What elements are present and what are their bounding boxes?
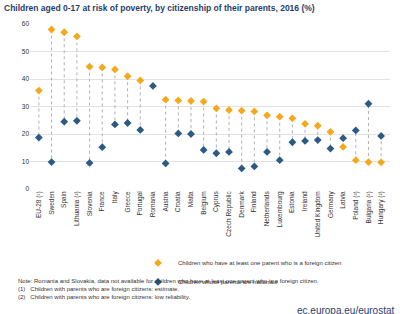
svg-text:Children aged 0-17 at risk of: Children aged 0-17 at risk of poverty, b… <box>4 3 315 13</box>
svg-text:Poland (²): Poland (²) <box>352 191 360 220</box>
svg-text:0: 0 <box>25 185 29 192</box>
svg-text:Czech Republic: Czech Republic <box>225 191 233 237</box>
svg-text:Latvia: Latvia <box>339 191 346 209</box>
svg-text:Cyprus: Cyprus <box>212 191 220 212</box>
svg-text:Portugal: Portugal <box>136 191 144 216</box>
svg-text:United Kingdom: United Kingdom <box>314 191 322 237</box>
svg-text:Denmark: Denmark <box>238 191 245 218</box>
svg-text:EU-28 (¹): EU-28 (¹) <box>35 191 43 218</box>
svg-text:Lithuania (²): Lithuania (²) <box>73 191 81 226</box>
svg-text:Greece: Greece <box>124 191 131 213</box>
svg-text:Slovenia: Slovenia <box>86 191 93 216</box>
svg-text:60: 60 <box>22 20 30 27</box>
svg-text:France: France <box>98 191 105 212</box>
svg-text:Austria: Austria <box>162 191 169 212</box>
svg-text:Germany: Germany <box>327 191 335 218</box>
svg-text:50: 50 <box>22 48 30 55</box>
svg-text:Sweden: Sweden <box>48 191 55 215</box>
svg-text:Netherlands: Netherlands <box>263 191 270 227</box>
svg-text:Finland: Finland <box>250 191 257 213</box>
svg-text:Croatia: Croatia <box>174 191 181 212</box>
svg-text:Malta: Malta <box>187 191 194 207</box>
svg-text:40: 40 <box>22 75 30 82</box>
svg-text:20: 20 <box>22 130 30 137</box>
svg-text:Italy: Italy <box>111 191 119 204</box>
svg-text:Luxembourg: Luxembourg <box>276 191 284 228</box>
svg-text:Ireland: Ireland <box>301 191 308 211</box>
svg-text:Children whose parents are nat: Children whose parents are nationals <box>178 279 277 285</box>
svg-text:30: 30 <box>22 103 30 110</box>
svg-text:Note: Romania and Slovakia, da: Note: Romania and Slovakia, data not ava… <box>18 278 319 300</box>
svg-text:Spain: Spain <box>60 191 68 208</box>
svg-text:Belgium: Belgium <box>200 191 208 214</box>
svg-text:Bulgaria (²): Bulgaria (²) <box>365 191 373 223</box>
svg-text:Romania: Romania <box>149 191 156 217</box>
svg-text:10: 10 <box>22 158 30 165</box>
svg-text:Children who have at least one: Children who have at least one parent wh… <box>178 260 341 266</box>
svg-text:Hungary (²): Hungary (²) <box>377 191 385 224</box>
svg-text:Estonia: Estonia <box>289 191 296 213</box>
svg-text:ec.europa.eu/eurostat: ec.europa.eu/eurostat <box>297 305 395 314</box>
